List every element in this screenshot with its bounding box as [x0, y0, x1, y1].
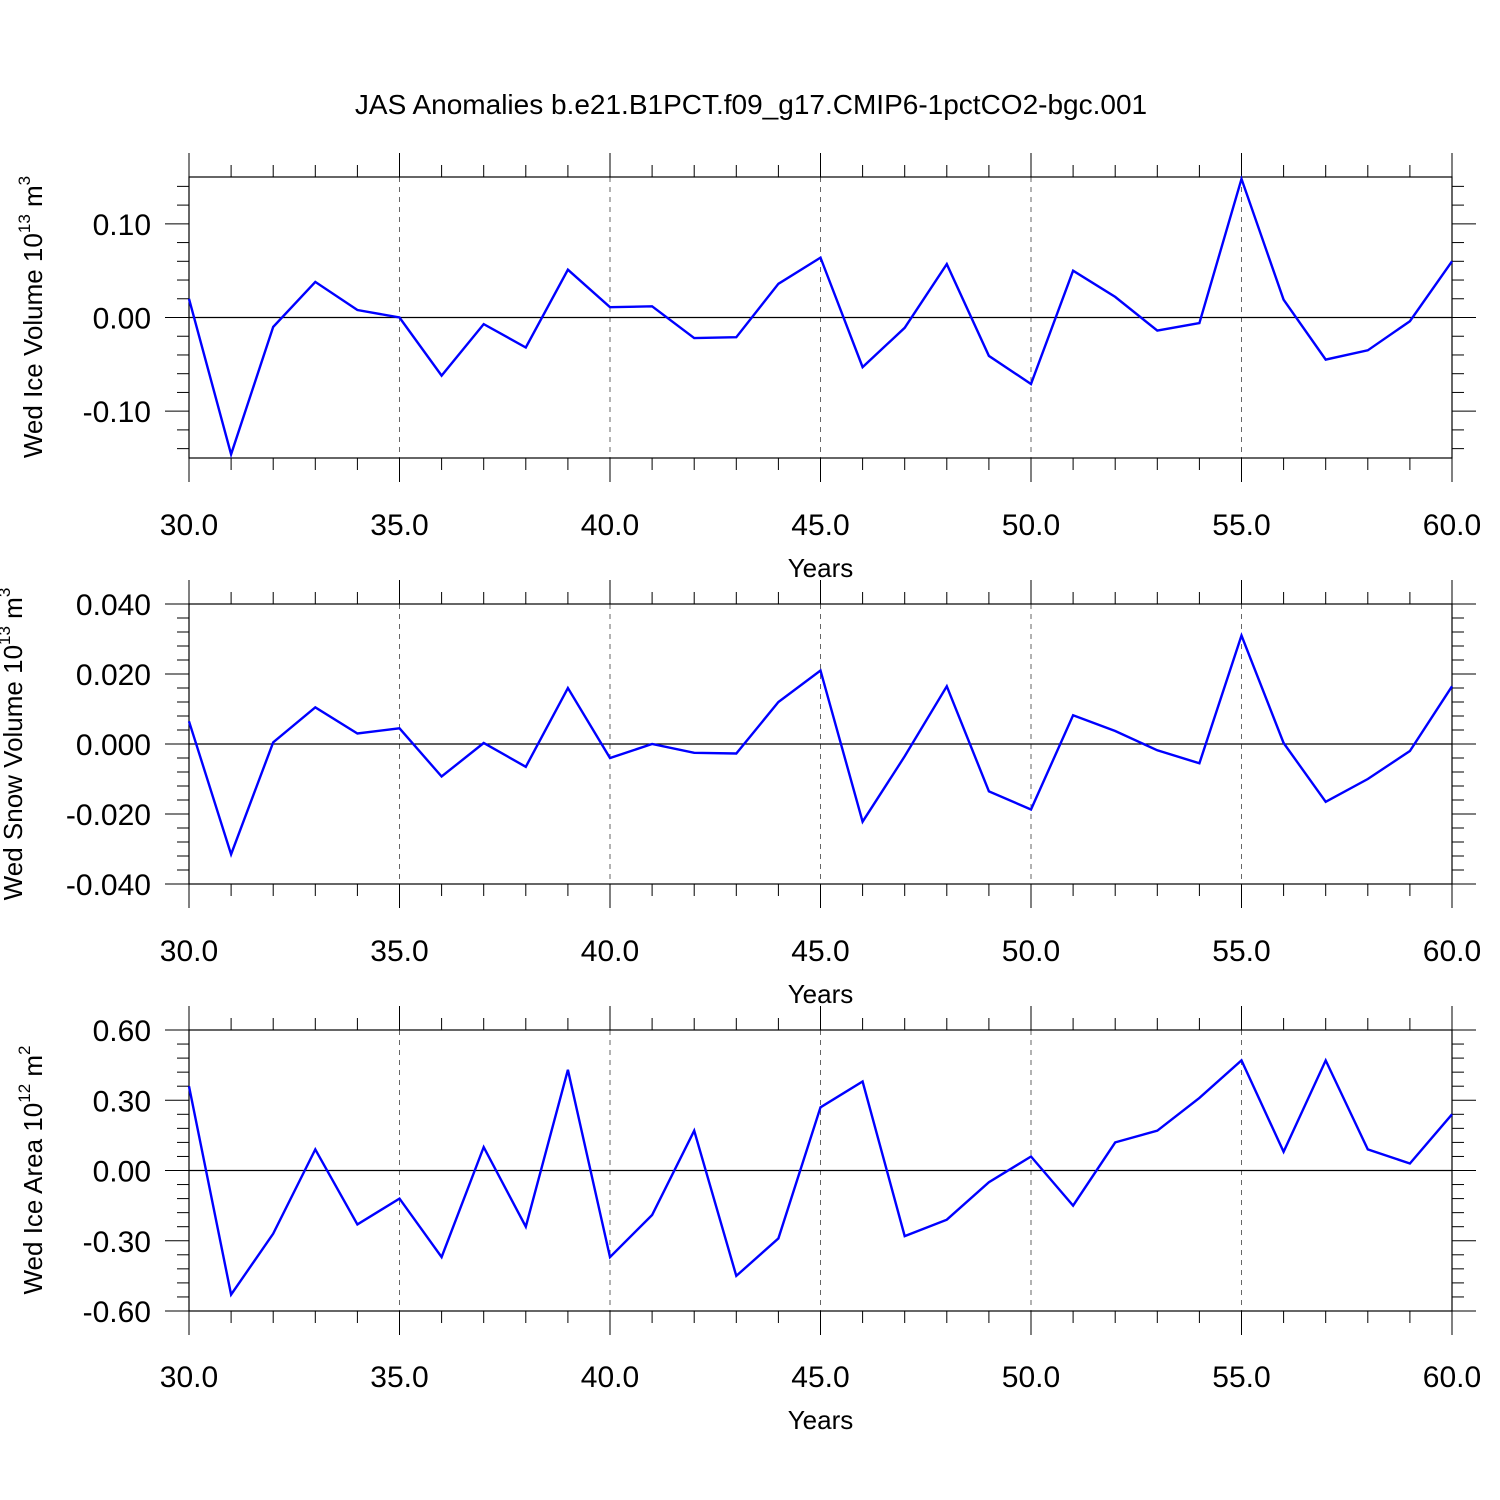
- x-tick-label: 50.0: [1002, 509, 1060, 542]
- x-tick-label: 55.0: [1212, 1361, 1270, 1394]
- x-tick-label: 55.0: [1212, 935, 1270, 968]
- y-tick-label: -0.30: [83, 1226, 151, 1259]
- x-tick-label: 35.0: [370, 509, 428, 542]
- x-tick-label: 50.0: [1002, 1361, 1060, 1394]
- series-line: [187, 174, 1453, 459]
- y-tick-label: 0.10: [93, 209, 151, 242]
- x-tick-label: 60.0: [1423, 935, 1481, 968]
- x-tick-label: 60.0: [1423, 1361, 1481, 1394]
- x-tick-label: 45.0: [791, 1361, 849, 1394]
- x-tick-label: 35.0: [370, 1361, 428, 1394]
- y-tick-label: 0.000: [76, 729, 151, 762]
- panel-2: 0.040 0.020 0.000 -0.020 -0.040 30.0 35.0 40.0 4…: [0, 580, 1481, 1009]
- x-tick-label: 40.0: [581, 509, 639, 542]
- y-tick-label: -0.020: [66, 799, 151, 832]
- x-tick-label: 55.0: [1212, 509, 1270, 542]
- y-tick-label: 0.020: [76, 659, 151, 692]
- series-line: [187, 631, 1454, 858]
- x-tick-label: 35.0: [370, 935, 428, 968]
- y-tick-label: -0.040: [66, 869, 151, 902]
- chart-title: JAS Anomalies b.e21.B1PCT.f09_g17.CMIP6-…: [355, 89, 1147, 120]
- x-tick-label: 30.0: [160, 509, 218, 542]
- y-tick-label: 0.040: [76, 589, 151, 622]
- y-tick-label: 0.60: [93, 1015, 151, 1048]
- x-tick-label: 30.0: [160, 1361, 218, 1394]
- y-tick-label: 0.00: [93, 1156, 151, 1189]
- x-tick-label: 40.0: [581, 935, 639, 968]
- panel-3: 0.60 0.30 0.00 -0.30 -0.60 30.0 35.0 40.0 45.0 50…: [15, 1006, 1481, 1435]
- x-tick-label: 60.0: [1423, 509, 1481, 542]
- x-axis-title: Years: [788, 979, 854, 1009]
- x-tick-label: 45.0: [791, 935, 849, 968]
- y-axis-title: Wed Ice Volume 1013 m3: [15, 176, 48, 458]
- x-axis-title: Years: [788, 553, 854, 583]
- x-tick-label: 50.0: [1002, 935, 1060, 968]
- panel-1: 0.10 0.00 -0.10 30.0 35.0 40.0 45.0 50.0 55.0 60.…: [15, 153, 1481, 583]
- series-line: [187, 1057, 1453, 1298]
- y-tick-label: 0.00: [93, 303, 151, 336]
- y-tick-label: -0.10: [83, 396, 151, 429]
- y-tick-label: 0.30: [93, 1085, 151, 1118]
- y-axis-title: Wed Snow Volume 1013 m3: [0, 588, 28, 901]
- x-axis-title: Years: [788, 1405, 854, 1435]
- y-tick-label: -0.60: [83, 1296, 151, 1329]
- x-tick-label: 40.0: [581, 1361, 639, 1394]
- x-tick-label: 45.0: [791, 509, 849, 542]
- y-axis-title: Wed Ice Area 1012 m2: [15, 1045, 48, 1294]
- x-tick-label: 30.0: [160, 935, 218, 968]
